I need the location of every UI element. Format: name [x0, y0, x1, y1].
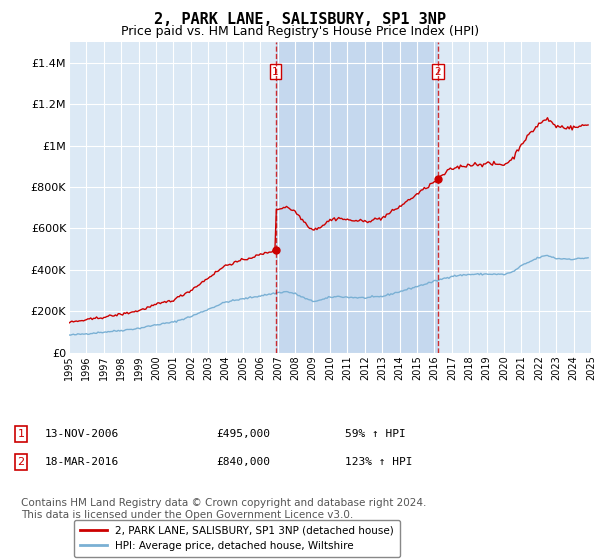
Bar — [275, 42, 438, 353]
Text: 123% ↑ HPI: 123% ↑ HPI — [345, 457, 413, 467]
Text: 1: 1 — [272, 67, 279, 77]
Text: 2: 2 — [17, 457, 25, 467]
Text: 59% ↑ HPI: 59% ↑ HPI — [345, 429, 406, 439]
Text: 2, PARK LANE, SALISBURY, SP1 3NP: 2, PARK LANE, SALISBURY, SP1 3NP — [154, 12, 446, 27]
Text: 18-MAR-2016: 18-MAR-2016 — [45, 457, 119, 467]
Text: £495,000: £495,000 — [216, 429, 270, 439]
Text: 13-NOV-2006: 13-NOV-2006 — [45, 429, 119, 439]
Legend: 2, PARK LANE, SALISBURY, SP1 3NP (detached house), HPI: Average price, detached : 2, PARK LANE, SALISBURY, SP1 3NP (detach… — [74, 520, 400, 557]
Text: Contains HM Land Registry data © Crown copyright and database right 2024.
This d: Contains HM Land Registry data © Crown c… — [21, 498, 427, 520]
Text: Price paid vs. HM Land Registry's House Price Index (HPI): Price paid vs. HM Land Registry's House … — [121, 25, 479, 38]
Text: £840,000: £840,000 — [216, 457, 270, 467]
Text: 2: 2 — [435, 67, 442, 77]
Text: 1: 1 — [17, 429, 25, 439]
